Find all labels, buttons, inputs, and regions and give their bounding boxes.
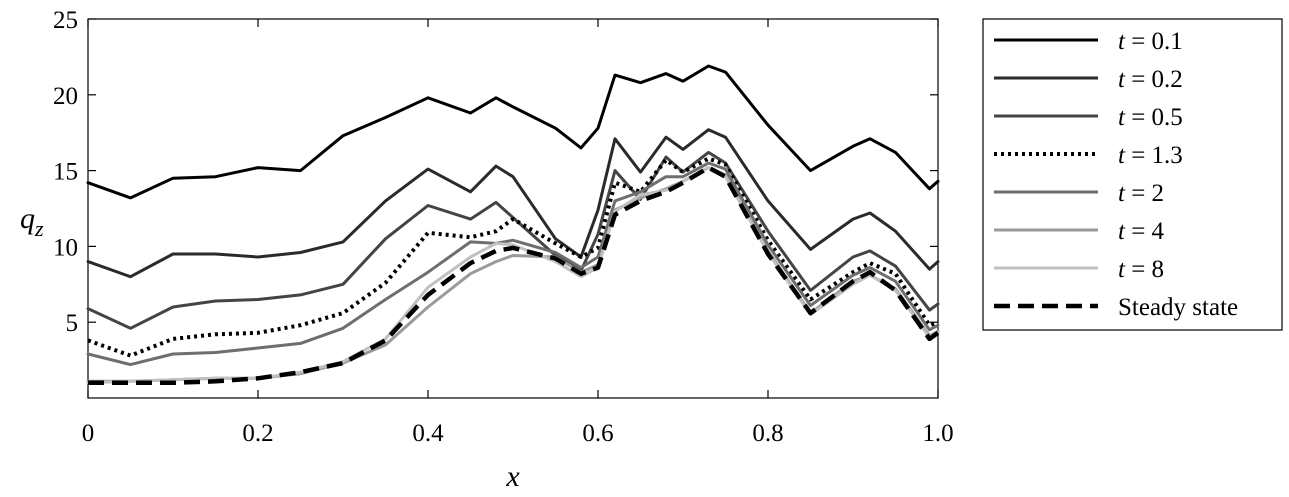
x-tick-label: 0.4 xyxy=(412,420,444,447)
legend-label: t = 4 xyxy=(1118,218,1165,245)
legend-label: t = 0.2 xyxy=(1118,66,1183,93)
series-line-1 xyxy=(86,64,940,200)
y-tick-label: 5 xyxy=(66,310,79,337)
series-line-4 xyxy=(87,156,939,358)
legend-label: t = 0.5 xyxy=(1118,104,1183,131)
y-axis-label-sub: z xyxy=(34,216,44,241)
x-axis-label: x xyxy=(505,460,520,493)
legend-label: t = 2 xyxy=(1118,180,1164,207)
x-tick-label: 0.8 xyxy=(752,420,783,447)
x-tick-label: 0.6 xyxy=(582,420,613,447)
x-tick-label: 1.0 xyxy=(922,420,953,447)
x-tick-label: 0.2 xyxy=(242,420,273,447)
y-tick-label: 20 xyxy=(53,83,78,110)
y-axis-label: qz xyxy=(20,202,44,241)
y-axis-ticks: 5 10 15 20 25 xyxy=(53,7,938,337)
legend-entry: t = 0.5 xyxy=(994,104,1183,131)
series-line-5 xyxy=(86,161,940,367)
legend: t = 0.1 t = 0.2 t = 0.5 t = 1.3 t = 2 t = 4 t … xyxy=(982,18,1283,331)
legend-label: t = 1.3 xyxy=(1118,142,1183,169)
plot-area: 0 0.2 0.4 0.6 0.8 1.0 5 10 15 20 25 xyxy=(53,7,954,447)
series-layer xyxy=(86,64,940,386)
legend-entry: Steady state xyxy=(994,294,1238,321)
y-tick-label: 15 xyxy=(53,159,78,186)
legend-entry: t = 0.1 xyxy=(994,28,1183,55)
legend-entry: t = 1.3 xyxy=(994,142,1183,169)
x-axis-ticks: 0 0.2 0.4 0.6 0.8 1.0 xyxy=(82,19,954,447)
series-line-7 xyxy=(86,166,940,385)
series-line-6 xyxy=(86,166,940,383)
y-tick-label: 10 xyxy=(53,234,78,261)
legend-box xyxy=(982,18,1283,331)
plot-frame xyxy=(87,18,939,399)
legend-label: t = 0.1 xyxy=(1118,28,1183,55)
y-axis-label-main: q xyxy=(20,202,35,235)
series-line-8 xyxy=(88,165,940,386)
series-line-3 xyxy=(86,150,940,330)
series-line-2 xyxy=(86,128,940,279)
legend-label: Steady state xyxy=(1118,294,1238,321)
legend-entry: t = 0.2 xyxy=(994,66,1183,93)
legend-entry: t = 4 xyxy=(994,218,1165,245)
legend-entry: t = 2 xyxy=(994,180,1164,207)
legend-label: t = 8 xyxy=(1118,256,1164,283)
x-tick-label: 0 xyxy=(82,420,95,447)
legend-entries: t = 0.1 t = 0.2 t = 0.5 t = 1.3 t = 2 t = 4 t … xyxy=(994,28,1238,321)
legend-entry: t = 8 xyxy=(994,256,1164,283)
y-tick-label: 25 xyxy=(53,7,78,34)
